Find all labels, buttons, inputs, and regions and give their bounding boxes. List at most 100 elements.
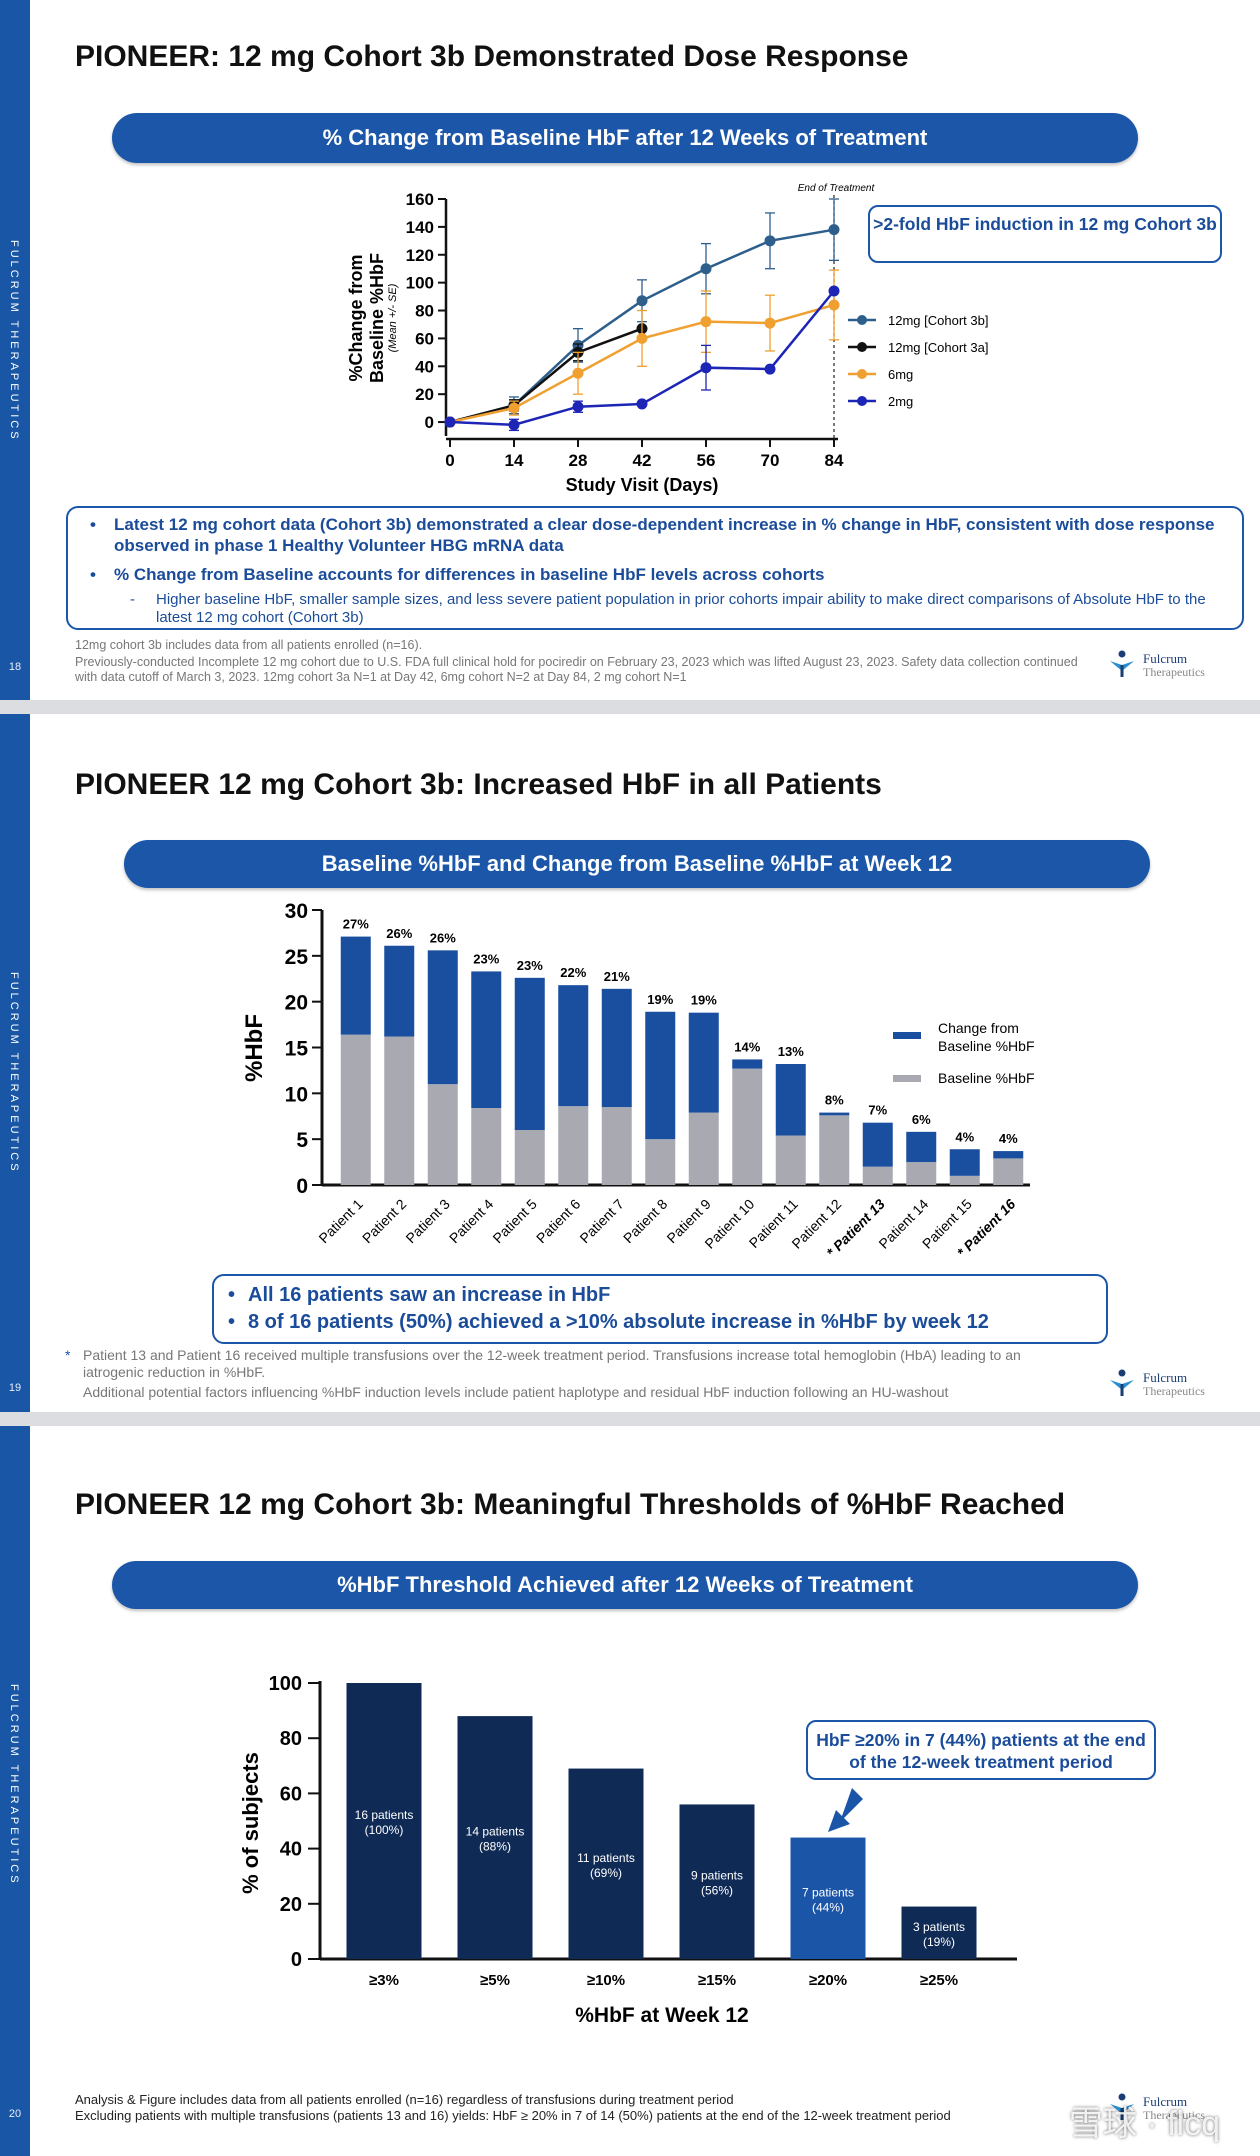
legend-label: 6mg <box>888 367 913 382</box>
data-point <box>828 224 840 236</box>
bar-change <box>993 1151 1024 1159</box>
threshold-bar-chart: 0 20 40 60 80 100 % of subjects %HbF at Week 12… <box>238 1673 1017 2027</box>
bar-change <box>558 985 589 1107</box>
bar-label: (88%) <box>479 1840 511 1854</box>
bar <box>679 1804 755 1959</box>
y-axis-title-line: Baseline %HbF <box>367 253 387 383</box>
x-tick-label: ≥20% <box>809 1972 847 1989</box>
x-tick-label: 84 <box>825 451 844 470</box>
chart-banner: Baseline %HbF and Change from Baseline %… <box>124 840 1150 888</box>
bar-total-label: 19% <box>647 992 673 1007</box>
data-point <box>764 317 776 329</box>
x-tick-label: Patient 6 <box>533 1196 584 1247</box>
bar-label: 3 patients <box>913 1920 965 1934</box>
y-tick-label: 160 <box>406 190 434 209</box>
bar-label: (44%) <box>812 1900 844 1914</box>
slide-18: FULCRUM THERAPEUTICS 18 PIONEER: 12 mg C… <box>0 0 1260 700</box>
bar-baseline <box>601 1107 632 1185</box>
footnotes: 12mg cohort 3b includes data from all pa… <box>75 638 1085 685</box>
legend-label: 12mg [Cohort 3a] <box>888 340 988 355</box>
series-line <box>449 327 643 424</box>
bar-change <box>732 1059 763 1069</box>
bullet-item: • Latest 12 mg cohort data (Cohort 3b) d… <box>84 514 1230 556</box>
logo-line2: Therapeutics <box>1143 665 1205 679</box>
stacked-bar-chart: 0 5 10 15 20 25 30 %HbF 27% Patient 1 26% Patient 2… <box>241 900 1035 1260</box>
y-tick-label: 60 <box>280 1783 302 1805</box>
y-tick-label: 0 <box>291 1949 302 1971</box>
bar-baseline <box>427 1084 458 1185</box>
bar-baseline <box>775 1135 806 1185</box>
bar-baseline <box>732 1068 763 1185</box>
data-point <box>828 285 840 297</box>
bar-baseline <box>688 1112 719 1185</box>
y-tick-label: 140 <box>406 218 434 237</box>
slide-20: FULCRUM THERAPEUTICS 20 PIONEER 12 mg Co… <box>0 1426 1260 2156</box>
legend-label: 2mg <box>888 394 913 409</box>
legend-swatch-marker <box>857 342 867 352</box>
callout-text: HbF ≥20% in 7 (44%) patients at the end … <box>816 1730 1146 1772</box>
footnote-line: Patient 13 and Patient 16 received multi… <box>83 1347 1021 1380</box>
key-findings-box: • All 16 patients saw an increase in HbF… <box>212 1274 1108 1344</box>
bullet-text: 8 of 16 patients (50%) achieved a >10% a… <box>248 1311 989 1333</box>
footnotes: * Patient 13 and Patient 16 received mul… <box>65 1347 1075 1401</box>
brand-vertical: FULCRUM THERAPEUTICS <box>8 972 20 1174</box>
y-tick-label: 5 <box>296 1129 308 1152</box>
slide-19: FULCRUM THERAPEUTICS 19 PIONEER 12 mg Co… <box>0 714 1260 1412</box>
logo-line2: Therapeutics <box>1143 2108 1205 2122</box>
y-tick-label: 80 <box>415 302 434 321</box>
legend-label: Change from <box>938 1020 1019 1036</box>
bar-change <box>949 1149 980 1176</box>
legend-swatch-baseline <box>893 1075 921 1082</box>
bar-total-label: 6% <box>912 1112 931 1127</box>
data-point <box>764 363 776 375</box>
y-tick-label: 60 <box>415 329 434 348</box>
bullet-item: • All 16 patients saw an increase in HbF <box>226 1282 1094 1309</box>
y-tick-label: 40 <box>280 1839 302 1861</box>
brand-vertical: FULCRUM THERAPEUTICS <box>8 240 20 442</box>
bar-total-label: 14% <box>734 1039 760 1054</box>
bar-change <box>862 1122 893 1167</box>
fulcrum-logo-icon <box>1110 650 1134 677</box>
sidebar: FULCRUM THERAPEUTICS 18 <box>0 0 30 700</box>
data-point <box>764 235 776 247</box>
legend-label: Baseline %HbF <box>938 1038 1035 1054</box>
x-tick-label: 42 <box>633 451 652 470</box>
logo-line1: Fulcrum <box>1143 651 1188 666</box>
fulcrum-logo: Fulcrum Therapeutics <box>1107 1368 1227 1402</box>
x-tick-label: Patient 1 <box>315 1196 366 1247</box>
bar-baseline <box>862 1166 893 1185</box>
logo-line1: Fulcrum <box>1143 1370 1188 1385</box>
bar-total-label: 4% <box>955 1129 974 1144</box>
x-axis-title: %HbF at Week 12 <box>575 2004 749 2027</box>
y-axis-title-line: %Change from <box>346 254 366 381</box>
bar-total-label: 13% <box>778 1044 804 1059</box>
bar-label: 14 patients <box>466 1825 525 1839</box>
data-point <box>636 398 648 410</box>
chart-banner: %HbF Threshold Achieved after 12 Weeks o… <box>112 1561 1138 1609</box>
bar-baseline <box>514 1130 545 1185</box>
bar-baseline <box>949 1175 980 1185</box>
bar-label: (69%) <box>590 1866 622 1880</box>
bar-total-label: 22% <box>560 965 586 980</box>
y-tick-label: 10 <box>285 1083 308 1106</box>
x-tick-label: ≥15% <box>698 1972 736 1989</box>
callout-arrow <box>828 1788 863 1832</box>
bar-total-label: 23% <box>517 958 543 973</box>
bar-baseline <box>993 1158 1024 1185</box>
fulcrum-logo: Fulcrum Therapeutics <box>1107 649 1227 683</box>
x-tick-label: 56 <box>697 451 716 470</box>
bar-change <box>471 971 502 1108</box>
bar-change <box>688 1012 719 1113</box>
data-point <box>828 299 840 311</box>
bar-label: (56%) <box>701 1884 733 1898</box>
bar-baseline <box>819 1115 850 1185</box>
data-point <box>700 263 712 275</box>
y-axis-title: %HbF <box>241 1014 268 1082</box>
bar-change <box>775 1064 806 1136</box>
data-point <box>508 402 520 414</box>
sidebar: FULCRUM THERAPEUTICS 20 <box>0 1426 30 2156</box>
x-axis-title: Study Visit (Days) <box>566 475 719 495</box>
bar-label: (100%) <box>365 1823 404 1837</box>
end-of-treatment-label: End of Treatment <box>798 183 876 194</box>
legend-swatch-marker <box>857 315 867 325</box>
